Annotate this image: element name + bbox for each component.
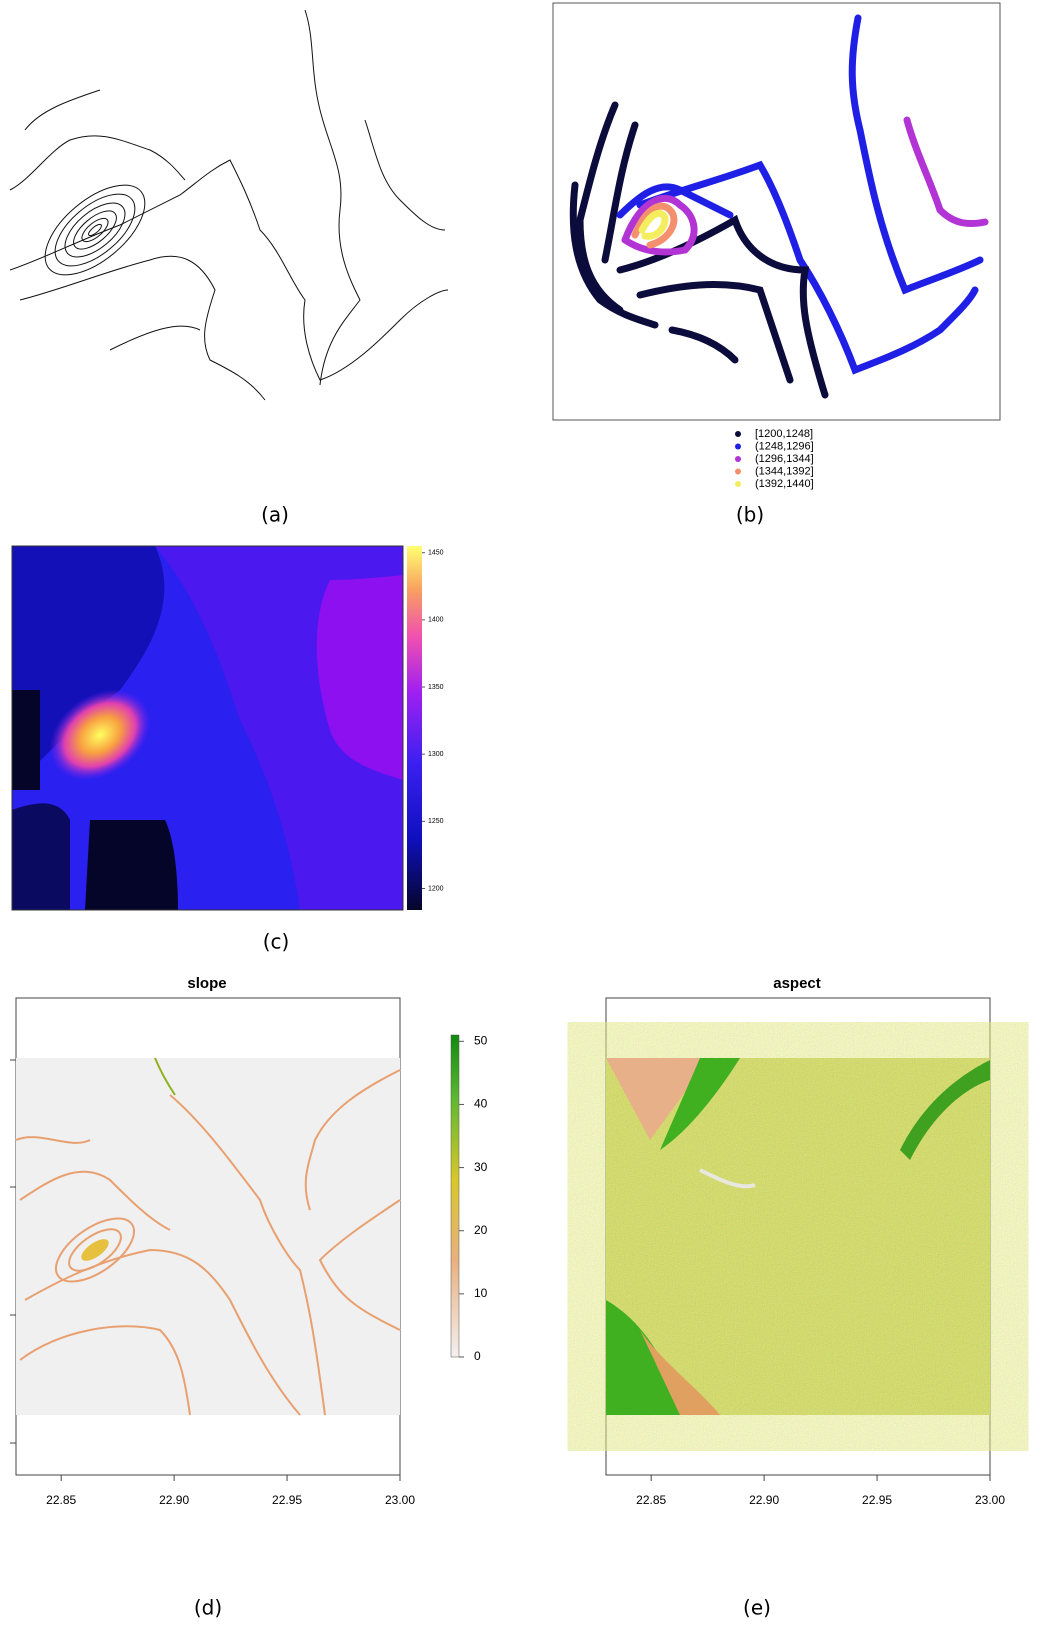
x-tick-label: 22.95 (272, 1493, 302, 1507)
colorbar-label: 1450 (428, 550, 444, 557)
colorbar-label: 0 (474, 1349, 481, 1363)
legend-marker (735, 444, 741, 450)
legend-label: (1296,1344] (755, 453, 814, 465)
panel-label: (e) (743, 1596, 771, 1620)
x-tick-label: 22.85 (46, 1493, 76, 1507)
legend-label: [1200,1248] (755, 428, 813, 440)
page: body { margin: 0; width: 1046px; height:… (0, 0, 1046, 1638)
x-tick-label: 22.95 (862, 1493, 892, 1507)
x-tick-label: 22.90 (749, 1493, 779, 1507)
contour-map (10, 10, 448, 400)
colorbar-label: 20 (474, 1223, 488, 1237)
legend: [1200,1248](1248,1296](1296,1344](1344,1… (735, 428, 814, 490)
point-track (907, 120, 985, 224)
point-track (672, 330, 735, 360)
x-tick-label: 23.00 (385, 1493, 415, 1507)
legend-marker (735, 431, 741, 437)
panel-label: (a) (261, 503, 289, 527)
legend-label: (1392,1440] (755, 478, 814, 490)
panel-label: (b) (736, 503, 764, 527)
colorbar-label: 1250 (428, 818, 444, 825)
point-map (573, 18, 985, 395)
panel-label: (d) (194, 1596, 222, 1620)
elevation-raster (12, 546, 422, 910)
body: {"panels": [ {"label": "(a)"}, {"label":… (0, 0, 1046, 1638)
panel-label: (c) (263, 930, 290, 954)
panel-title: aspect (773, 975, 821, 992)
legend-marker (735, 481, 741, 487)
legend-label: (1248,1296] (755, 440, 814, 452)
figure: [1200,1248](1248,1296](1296,1344](1344,1… (0, 0, 1046, 1638)
colorbar-label: 1200 (428, 885, 444, 892)
colorbar-label: 1350 (428, 684, 444, 691)
x-tick-label: 22.85 (636, 1493, 666, 1507)
colorbar-label: 1400 (428, 617, 444, 624)
legend-marker (735, 456, 741, 462)
colorbar-label: 1300 (428, 751, 444, 758)
legend-label: (1344,1392] (755, 465, 814, 477)
slope-raster (10, 998, 459, 1475)
colorbar-label: 10 (474, 1286, 488, 1300)
legend-marker (735, 469, 741, 475)
x-tick-label: 23.00 (975, 1493, 1005, 1507)
colorbar-label: 30 (474, 1160, 488, 1174)
colorbar-label: 50 (474, 1033, 488, 1047)
panel-title: slope (187, 975, 226, 992)
x-tick-label: 22.90 (159, 1493, 189, 1507)
point-track (640, 285, 790, 380)
aspect-raster (606, 998, 990, 1475)
colorbar-label: 40 (474, 1097, 488, 1111)
